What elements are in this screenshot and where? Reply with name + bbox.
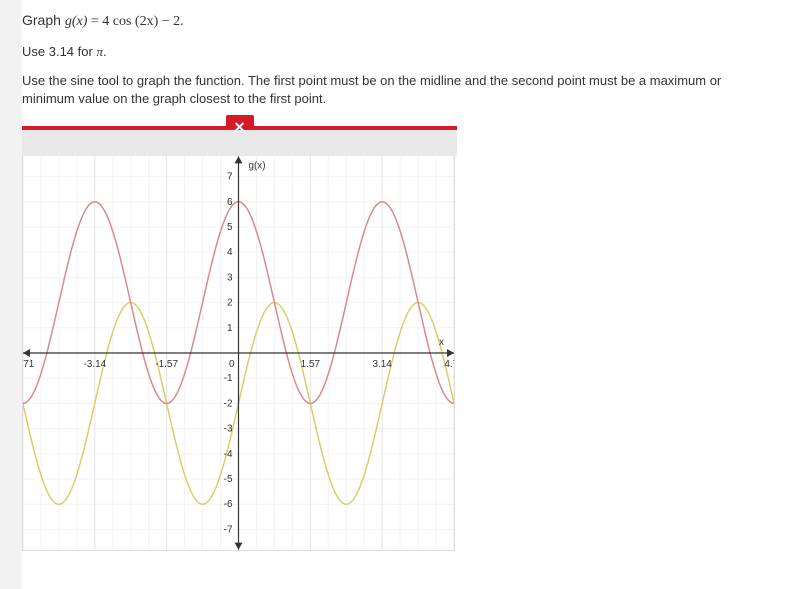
svg-text:7: 7 [227, 172, 233, 183]
svg-text:-4: -4 [224, 449, 233, 460]
question-block: Graph g(x) = 4 cos (2x) − 2. Use 3.14 fo… [22, 12, 800, 551]
svg-text:2: 2 [227, 298, 233, 309]
svg-text:5: 5 [227, 222, 233, 233]
chart-frame: ✕ -4.71-3.14-1.5701.573.144.71-7-6-5-4-3… [22, 126, 457, 551]
svg-text:-3.14: -3.14 [84, 359, 107, 370]
q-prefix: Graph [22, 12, 65, 28]
q-fn: g(x) [65, 14, 88, 29]
svg-text:3: 3 [227, 273, 233, 284]
question-title: Graph g(x) = 4 cos (2x) − 2. [22, 12, 800, 30]
svg-text:-5: -5 [224, 474, 233, 485]
svg-text:-7: -7 [224, 525, 233, 536]
chart-svg: -4.71 -3.14 -1.57 0 1.57 3.14 4.71 -7 -6 -5 -4 -3 -2… [23, 156, 454, 550]
page-gutter [0, 0, 22, 589]
svg-text:6: 6 [227, 197, 233, 208]
svg-text:4.71: 4.71 [444, 359, 454, 370]
chart-toolbar [22, 130, 457, 156]
svg-text:-6: -6 [224, 500, 233, 511]
svg-text:-2: -2 [224, 399, 233, 410]
instruction-tool: Use the sine tool to graph the function.… [22, 72, 772, 108]
svg-text:-1.57: -1.57 [155, 359, 178, 370]
chart-viewport[interactable]: -4.71 -3.14 -1.57 0 1.57 3.14 4.71 -7 -6 -5 -4 -3 -2… [22, 156, 455, 551]
svg-text:1: 1 [227, 323, 233, 334]
instruction-pi: Use 3.14 for π. [22, 44, 800, 60]
svg-text:-4.71: -4.71 [23, 359, 35, 370]
svg-text:x: x [439, 337, 444, 348]
svg-text:3.14: 3.14 [372, 359, 392, 370]
svg-text:0: 0 [229, 359, 235, 370]
svg-text:-3: -3 [224, 424, 233, 435]
q-eq: = 4 cos (2x) − 2. [87, 14, 183, 29]
svg-text:1.57: 1.57 [301, 359, 321, 370]
svg-text:4: 4 [227, 248, 233, 259]
svg-text:-1: -1 [224, 374, 233, 385]
svg-text:g(x): g(x) [248, 161, 265, 172]
